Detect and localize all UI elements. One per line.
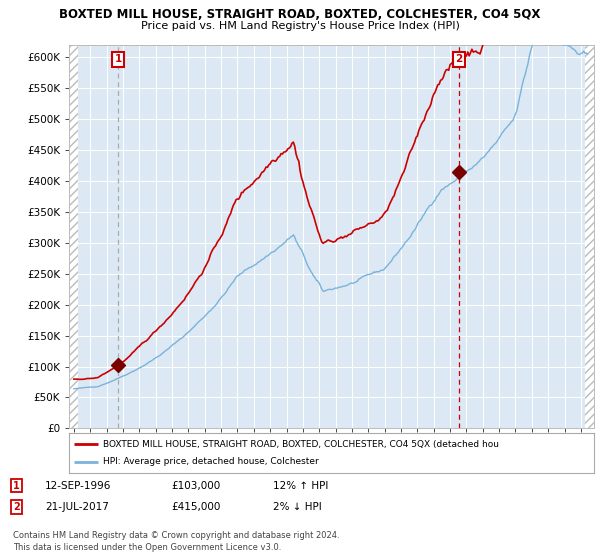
Text: £415,000: £415,000 [171, 502, 220, 512]
Text: 1: 1 [13, 480, 20, 491]
Text: £103,000: £103,000 [171, 480, 220, 491]
Text: 2% ↓ HPI: 2% ↓ HPI [273, 502, 322, 512]
Text: HPI: Average price, detached house, Colchester: HPI: Average price, detached house, Colc… [103, 458, 319, 466]
Text: 12% ↑ HPI: 12% ↑ HPI [273, 480, 328, 491]
Text: Price paid vs. HM Land Registry's House Price Index (HPI): Price paid vs. HM Land Registry's House … [140, 21, 460, 31]
Text: BOXTED MILL HOUSE, STRAIGHT ROAD, BOXTED, COLCHESTER, CO4 5QX: BOXTED MILL HOUSE, STRAIGHT ROAD, BOXTED… [59, 8, 541, 21]
Bar [69, 45, 78, 428]
Bar [585, 45, 594, 428]
Text: 2: 2 [455, 54, 463, 64]
Text: Contains HM Land Registry data © Crown copyright and database right 2024.
This d: Contains HM Land Registry data © Crown c… [13, 531, 340, 552]
Text: 1: 1 [115, 54, 122, 64]
Text: 12-SEP-1996: 12-SEP-1996 [45, 480, 112, 491]
Text: 2: 2 [13, 502, 20, 512]
Text: 21-JUL-2017: 21-JUL-2017 [45, 502, 109, 512]
Text: BOXTED MILL HOUSE, STRAIGHT ROAD, BOXTED, COLCHESTER, CO4 5QX (detached hou: BOXTED MILL HOUSE, STRAIGHT ROAD, BOXTED… [103, 440, 499, 449]
